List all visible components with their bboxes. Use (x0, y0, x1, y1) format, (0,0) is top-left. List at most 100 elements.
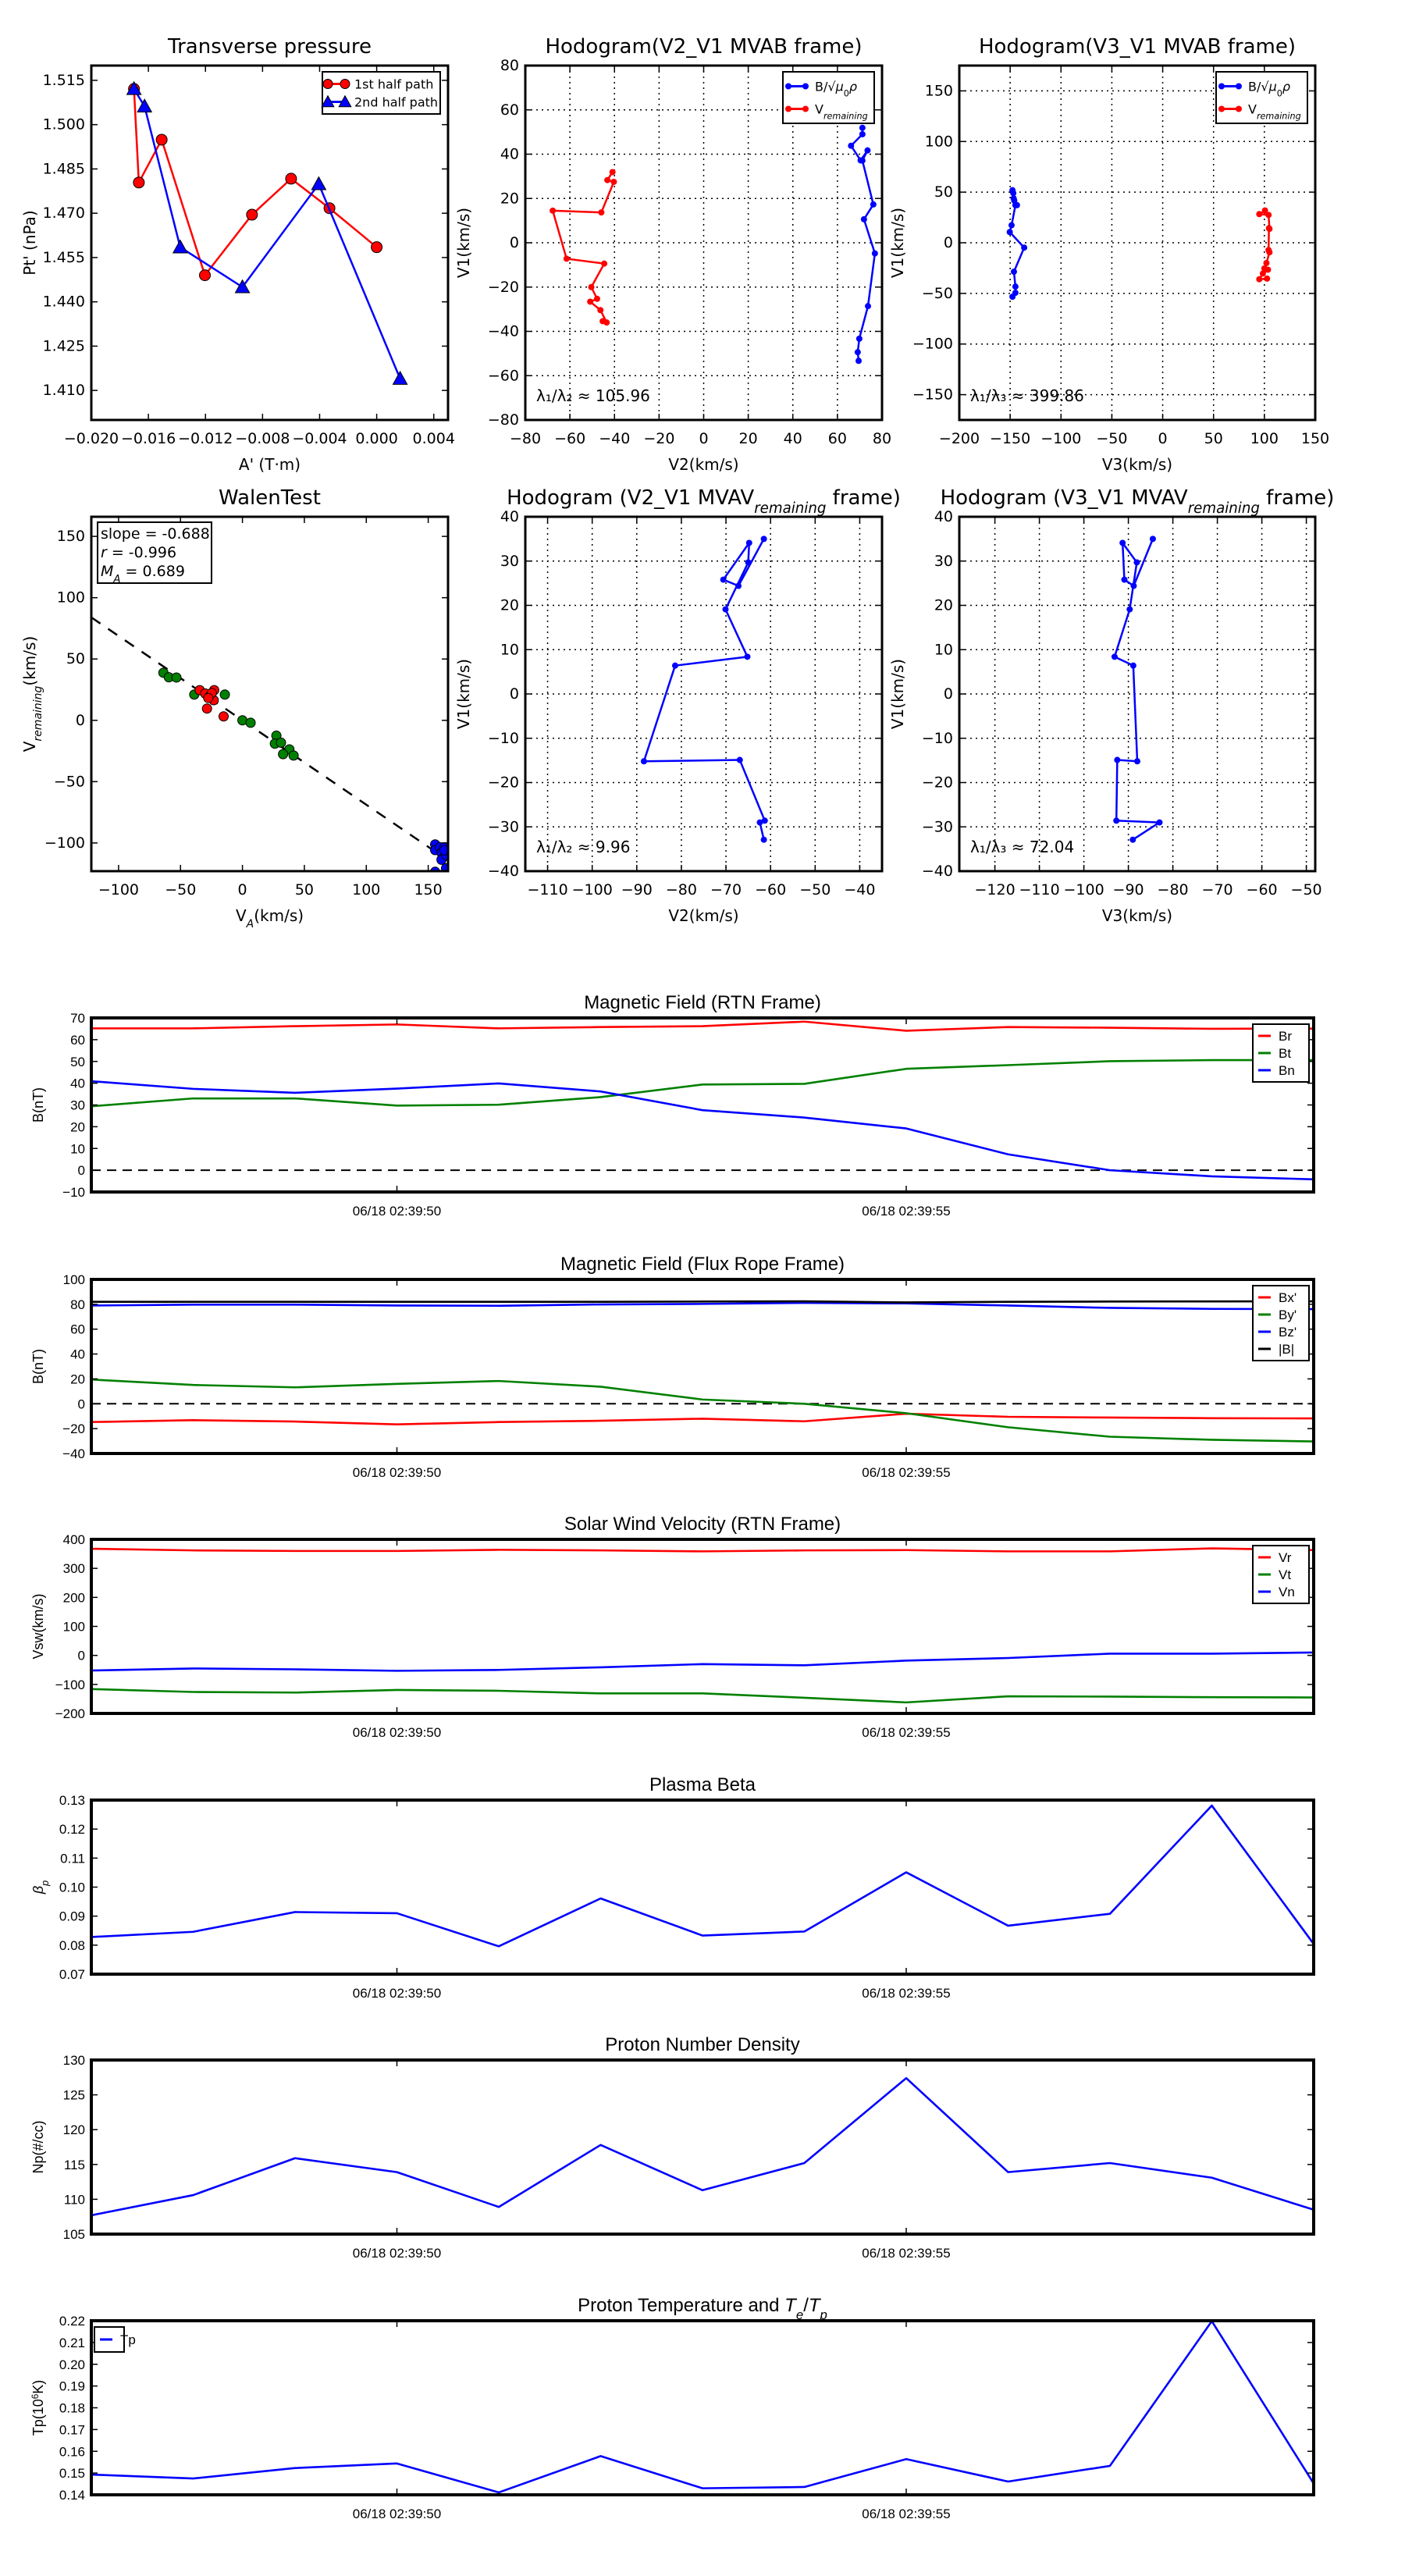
y-tick-label: 0.12 (59, 1822, 85, 1837)
series-3 (91, 1300, 1314, 1304)
y-tick-label: 0.17 (59, 2422, 85, 2437)
data-point (760, 535, 767, 543)
x-tick-label: 06/18 02:39:50 (353, 2507, 441, 2521)
text-segment: r (101, 544, 108, 561)
legend-label: Vr (1279, 1550, 1292, 1565)
legend-label: Bz' (1279, 1325, 1297, 1340)
legend-marker (321, 94, 335, 108)
data-point (865, 303, 872, 310)
text-segment: T (784, 2295, 798, 2316)
series-0 (91, 2076, 1314, 2217)
legend-label: Bx' (1279, 1290, 1297, 1305)
y-tick-label: −200 (55, 1706, 85, 1721)
y-tick-label: 300 (63, 1561, 85, 1576)
y-tick-label: 50 (70, 1055, 85, 1069)
series-0 (1111, 535, 1163, 843)
axes-frame (90, 2058, 1315, 2236)
y-axis-label: Vremaining(km/s) (20, 636, 44, 753)
text-segment: V (236, 906, 247, 925)
text-segment: Tp(10 (30, 2399, 46, 2435)
y-tick-label: 130 (63, 2053, 85, 2068)
text-segment: remaining (1188, 500, 1260, 517)
x-tick-label: 0 (238, 881, 247, 898)
data-point (172, 239, 188, 254)
y-tick-label: 0.09 (59, 1909, 85, 1924)
y-tick-label: −60 (488, 367, 519, 384)
x-tick-label: −0.012 (178, 430, 233, 447)
y-tick-label: −100 (912, 336, 953, 353)
stats-line: MA = 0.689 (101, 563, 185, 585)
data-point (234, 279, 251, 294)
y-tick-label: 120 (63, 2122, 85, 2137)
data-point (601, 260, 608, 267)
chart-title: WalenTest (219, 486, 321, 510)
data-point (640, 758, 647, 765)
legend-label: B/√μ0ρ (815, 80, 857, 99)
data-point (1156, 819, 1163, 826)
x-tick-label: 06/18 02:39:50 (353, 1986, 441, 2001)
x-tick-label: 100 (1250, 430, 1279, 447)
x-tick-label: −70 (1202, 881, 1233, 898)
text-segment: (km/s) (20, 636, 39, 686)
y-tick-label: −50 (922, 285, 953, 302)
x-axis-label: V2(km/s) (668, 455, 738, 474)
text-segment: remaining (754, 500, 826, 517)
y-tick-label: 0.08 (59, 1938, 85, 1953)
chart-hodogram-v3-v1-mvav: −120 −110 −100 −90 −80 −70 −60 −50−40−30−20−100… (888, 486, 1334, 925)
data-point (1129, 662, 1136, 669)
chart-magnetic-field-rtn: 06/18 02:39:50 06/18 02:39:55 −10 0 10 20 30 40… (30, 992, 1315, 1219)
data-point (1010, 269, 1017, 276)
data-point (735, 582, 742, 589)
legend: Bx' By' Bz' |B| (1252, 1285, 1310, 1361)
data-point (1256, 211, 1263, 218)
chart-proton-number-density: 06/18 02:39:50 06/18 02:39:55 105 110 115 120… (30, 2034, 1315, 2261)
y-tick-label: 400 (63, 1532, 85, 1547)
data-point (855, 358, 863, 365)
x-tick-label: −100 (98, 881, 139, 898)
y-tick-label: 1.410 (43, 382, 85, 399)
text-segment: 0 (1277, 88, 1282, 98)
y-tick-label: 20 (500, 597, 519, 614)
data-point (599, 318, 606, 325)
y-tick-label: 30 (70, 1098, 85, 1113)
data-point (1111, 653, 1118, 660)
legend-marker (1218, 83, 1225, 90)
y-tick-label: 1.485 (43, 160, 85, 177)
data-point (1266, 249, 1273, 256)
plot-area (91, 1020, 1314, 1181)
y-tick-label: −30 (922, 818, 953, 835)
data-point (871, 250, 878, 257)
x-tick-label: −60 (1247, 881, 1278, 898)
text-segment: / (803, 2295, 809, 2316)
x-tick-label: −100 (1064, 881, 1104, 898)
x-tick-label: −50 (1096, 430, 1127, 447)
x-axis-label: A' (T·m) (239, 455, 301, 474)
data-point (671, 662, 678, 669)
text-segment: V (815, 102, 823, 117)
series-0 (848, 124, 878, 365)
series-1 (91, 1059, 1314, 1108)
legend-box (1215, 71, 1308, 124)
y-tick-label: 0.13 (59, 1793, 85, 1808)
series-0 (91, 2321, 1314, 2494)
text-segment: μ (835, 80, 844, 94)
x-tick-label: −0.008 (235, 430, 290, 447)
data-point (1129, 836, 1136, 843)
x-tick-label: −40 (599, 430, 630, 447)
y-tick-label: 40 (70, 1347, 85, 1362)
data-point (598, 209, 605, 216)
data-point (155, 133, 168, 146)
chart-transverse-pressure: −0.020 −0.016 −0.012 −0.008 −0.004 0.000 0.004… (20, 35, 455, 474)
plot-area (1111, 535, 1163, 843)
y-axis-label: Vsw(km/s) (30, 1594, 46, 1660)
text-segment: remaining (823, 111, 868, 121)
data-point (246, 208, 258, 221)
data-point (392, 370, 408, 385)
data-point (1265, 225, 1272, 232)
chart-title: Solar Wind Velocity (RTN Frame) (564, 1514, 841, 1535)
series-line (91, 1651, 1314, 1672)
text-segment: B/√ (1248, 80, 1269, 94)
y-tick-label: −100 (55, 1678, 85, 1692)
data-point (1264, 266, 1272, 273)
